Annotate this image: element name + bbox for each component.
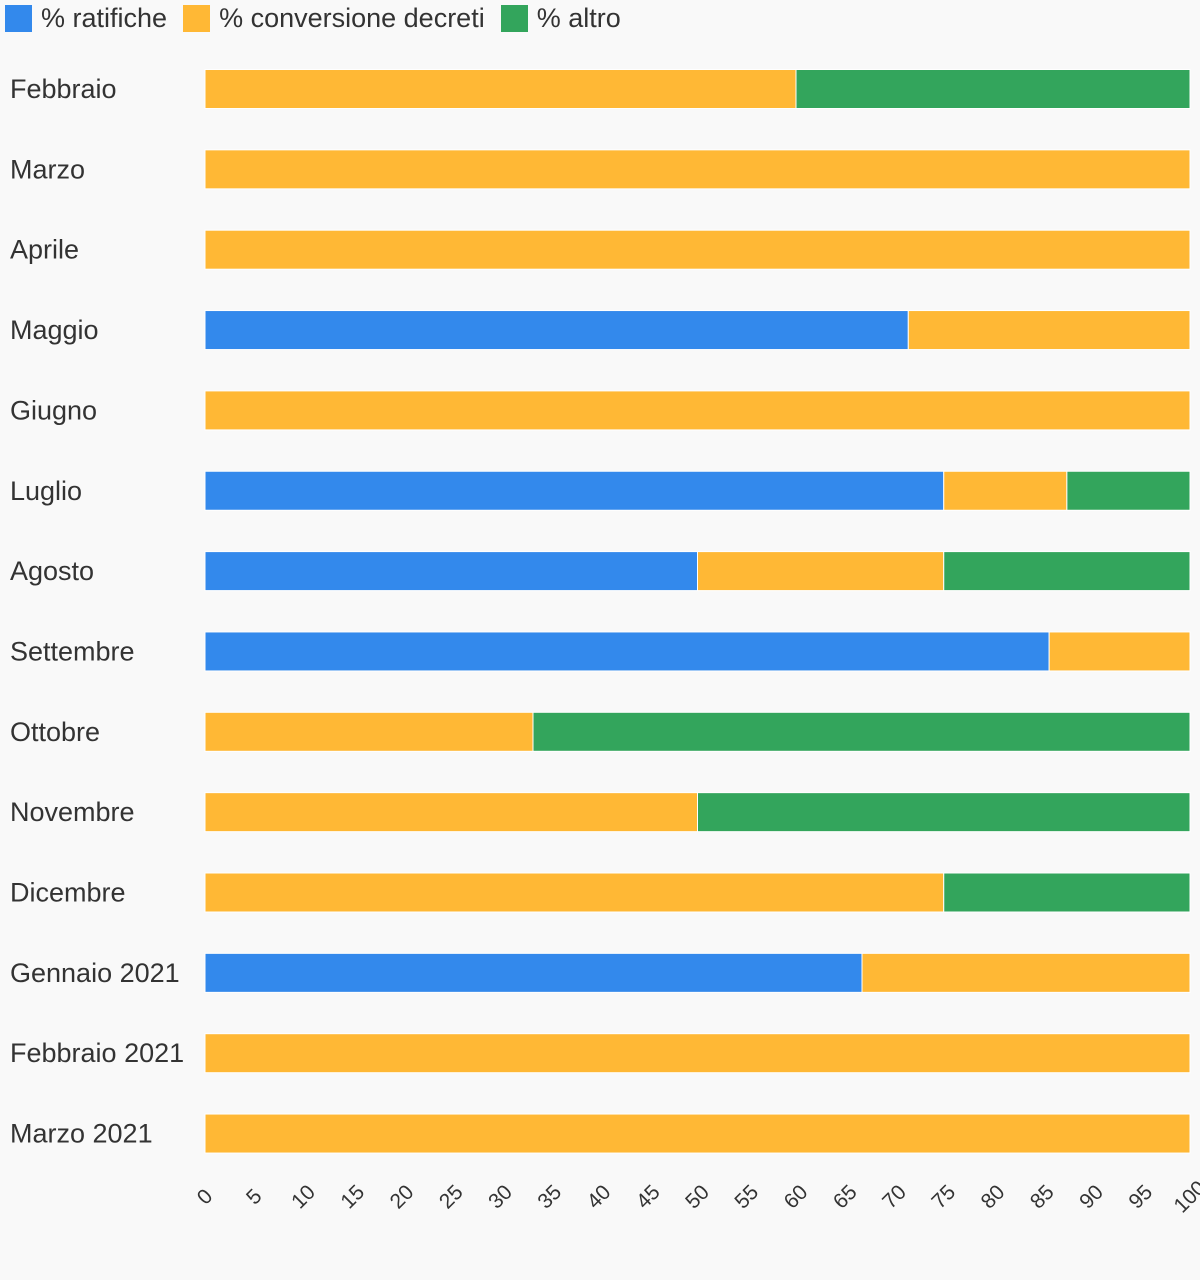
- x-tick-label-30: 30: [484, 1181, 517, 1214]
- bar-dicembre-conversione-decreti[interactable]: [204, 872, 945, 913]
- bar-settembre-ratifiche[interactable]: [204, 631, 1050, 672]
- x-tick-label-20: 20: [386, 1181, 419, 1214]
- legend-item-conversione-decreti[interactable]: % conversione decreti: [183, 3, 485, 34]
- x-tick-label-55: 55: [730, 1181, 763, 1214]
- category-label-febbraio-2021: Febbraio 2021: [10, 1038, 184, 1068]
- x-tick-label-75: 75: [927, 1181, 960, 1214]
- x-tick-label-50: 50: [681, 1181, 714, 1214]
- bar-maggio-ratifiche[interactable]: [204, 310, 909, 351]
- bar-luglio-ratifiche[interactable]: [204, 470, 945, 511]
- x-axis-ticks: 0 5 10 15 20 25 30 35 40 45 50 55 60 65 70 75 80 85 90 95 10…: [193, 1176, 1200, 1217]
- category-labels: Febbraio Marzo Aprile Maggio Giugno Luglio Ago…: [10, 74, 184, 1149]
- bar-marzo-2021-conversione-decreti[interactable]: [204, 1113, 1191, 1154]
- bar-febbraio-2021-conversione-decreti[interactable]: [204, 1033, 1191, 1074]
- x-tick-label-95: 95: [1124, 1181, 1157, 1214]
- x-tick-label-65: 65: [829, 1181, 862, 1214]
- category-label-novembre: Novembre: [10, 797, 135, 827]
- legend-label-altro: % altro: [536, 2, 621, 33]
- legend-swatch-ratifiche: [5, 4, 32, 32]
- category-label-luglio: Luglio: [10, 476, 82, 506]
- bar-ottobre-altro[interactable]: [532, 711, 1191, 752]
- x-tick-label-40: 40: [583, 1181, 616, 1214]
- x-tick-label-35: 35: [533, 1181, 566, 1214]
- category-label-maggio: Maggio: [10, 315, 99, 345]
- legend-label-ratifiche: % ratifiche: [41, 2, 168, 33]
- bar-febbraio-altro[interactable]: [795, 69, 1191, 109]
- bar-luglio-conversione-decreti[interactable]: [943, 470, 1068, 511]
- bar-maggio-conversione-decreti[interactable]: [907, 310, 1191, 351]
- bar-group: [204, 69, 1191, 1154]
- bar-novembre-conversione-decreti[interactable]: [204, 792, 698, 833]
- bar-settembre-conversione-decreti[interactable]: [1048, 631, 1191, 672]
- bar-agosto-conversione-decreti[interactable]: [697, 551, 945, 592]
- category-label-marzo: Marzo: [10, 154, 85, 184]
- x-tick-label-85: 85: [1026, 1181, 1059, 1214]
- bar-agosto-altro[interactable]: [943, 551, 1191, 592]
- bar-marzo-conversione-decreti[interactable]: [204, 149, 1191, 190]
- category-label-giugno: Giugno: [10, 395, 97, 425]
- legend-item-altro[interactable]: % altro: [500, 2, 621, 34]
- x-tick-label-10: 10: [287, 1181, 320, 1214]
- bar-dicembre-altro[interactable]: [943, 872, 1191, 913]
- x-tick-label-80: 80: [977, 1181, 1010, 1214]
- bar-gennaio-2021-conversione-decreti[interactable]: [861, 952, 1191, 993]
- x-tick-label-60: 60: [780, 1181, 813, 1214]
- bar-giugno-conversione-decreti[interactable]: [204, 390, 1191, 431]
- bar-agosto-ratifiche[interactable]: [204, 551, 698, 592]
- bar-ottobre-conversione-decreti[interactable]: [204, 711, 534, 752]
- legend-swatch-conversione-decreti: [183, 4, 211, 32]
- bar-aprile-conversione-decreti[interactable]: [204, 229, 1191, 270]
- legend-swatch-altro: [500, 4, 528, 32]
- category-label-settembre: Settembre: [10, 636, 135, 666]
- x-tick-label-15: 15: [336, 1181, 369, 1214]
- bar-febbraio-conversione-decreti[interactable]: [204, 69, 797, 109]
- category-label-dicembre: Dicembre: [10, 878, 126, 908]
- x-tick-label-45: 45: [632, 1181, 665, 1214]
- x-tick-label-90: 90: [1075, 1181, 1108, 1214]
- bar-novembre-altro[interactable]: [697, 792, 1191, 833]
- chart-legend: % ratifiche % conversione decreti % altr…: [0, 0, 637, 36]
- bar-luglio-altro[interactable]: [1066, 470, 1191, 511]
- category-label-ottobre: Ottobre: [10, 717, 100, 747]
- x-tick-label-70: 70: [878, 1181, 911, 1214]
- x-tick-label-100: 100: [1169, 1176, 1200, 1217]
- legend-item-ratifiche[interactable]: % ratifiche: [5, 3, 167, 34]
- category-label-aprile: Aprile: [10, 235, 79, 265]
- category-label-agosto: Agosto: [10, 556, 94, 586]
- category-label-gennaio-2021: Gennaio 2021: [10, 958, 180, 988]
- bar-gennaio-2021-ratifiche[interactable]: [204, 952, 863, 993]
- category-label-febbraio: Febbraio: [10, 74, 117, 104]
- category-label-marzo-2021: Marzo 2021: [10, 1119, 153, 1149]
- x-tick-label-5: 5: [242, 1185, 267, 1210]
- x-tick-label-0: 0: [193, 1185, 218, 1210]
- legend-label-conversione-decreti: % conversione decreti: [219, 2, 485, 33]
- x-tick-label-25: 25: [435, 1181, 468, 1214]
